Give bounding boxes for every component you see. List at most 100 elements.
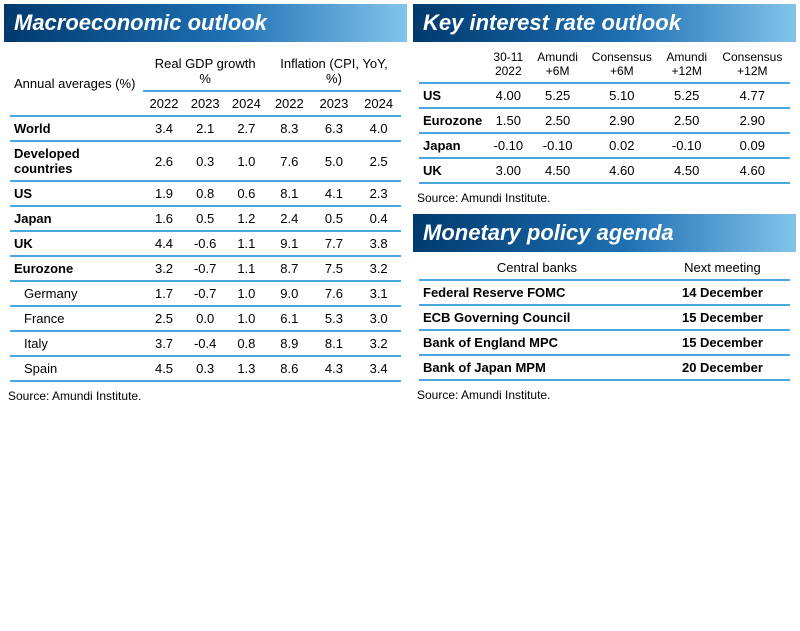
rates-col-header: Consensus +6M — [585, 46, 659, 83]
cell-value: 3.8 — [356, 231, 401, 256]
cell-value: 6.1 — [267, 306, 312, 331]
cell-value: 3.00 — [486, 158, 530, 183]
rates-title: Key interest rate outlook — [413, 4, 796, 42]
meeting-date: 15 December — [655, 330, 790, 355]
table-row: Italy3.7-0.40.88.98.13.2 — [10, 331, 401, 356]
row-label: US — [419, 83, 486, 108]
row-label: UK — [10, 231, 143, 256]
right-column: Key interest rate outlook 30-11 2022Amun… — [413, 4, 796, 627]
row-label: Spain — [10, 356, 143, 381]
cell-value: 4.50 — [530, 158, 585, 183]
cell-value: 1.1 — [226, 231, 267, 256]
macro-table-wrapper: Annual averages (%) Real GDP growth % In… — [4, 48, 407, 386]
cell-value: 8.9 — [267, 331, 312, 356]
cell-value: 4.00 — [486, 83, 530, 108]
cell-value: 8.3 — [267, 116, 312, 141]
rates-source: Source: Amundi Institute. — [413, 188, 796, 208]
rates-table-wrapper: 30-11 2022Amundi +6MConsensus +6MAmundi … — [413, 42, 796, 188]
rates-header-row: 30-11 2022Amundi +6MConsensus +6MAmundi … — [419, 46, 790, 83]
table-row: Bank of Japan MPM20 December — [419, 355, 790, 380]
table-row: Eurozone1.502.502.902.502.90 — [419, 108, 790, 133]
cell-value: 1.0 — [226, 141, 267, 181]
macro-year-header: 2022 — [143, 91, 184, 116]
macro-source: Source: Amundi Institute. — [4, 386, 407, 406]
rates-blank-header — [419, 46, 486, 83]
cell-value: 2.5 — [143, 306, 184, 331]
cell-value: 0.3 — [185, 141, 226, 181]
agenda-col-header: Central banks — [419, 256, 655, 280]
macro-table: Annual averages (%) Real GDP growth % In… — [10, 52, 401, 382]
rates-panel: Key interest rate outlook 30-11 2022Amun… — [413, 4, 796, 208]
agenda-panel: Monetary policy agenda Central banksNext… — [413, 214, 796, 405]
row-label: Bank of Japan MPM — [419, 355, 655, 380]
table-row: Federal Reserve FOMC14 December — [419, 280, 790, 305]
cell-value: -0.10 — [659, 133, 715, 158]
cell-value: 7.5 — [312, 256, 357, 281]
agenda-table: Central banksNext meeting Federal Reserv… — [419, 256, 790, 381]
macro-row-header: Annual averages (%) — [10, 52, 143, 116]
cell-value: 7.6 — [312, 281, 357, 306]
macro-year-header: 2024 — [226, 91, 267, 116]
rates-col-header: Amundi +6M — [530, 46, 585, 83]
row-label: Italy — [10, 331, 143, 356]
row-label: Developed countries — [10, 141, 143, 181]
cell-value: 4.77 — [715, 83, 790, 108]
agenda-source: Source: Amundi Institute. — [413, 385, 796, 405]
cell-value: 0.5 — [185, 206, 226, 231]
cell-value: 1.2 — [226, 206, 267, 231]
cell-value: 8.7 — [267, 256, 312, 281]
cell-value: 3.2 — [143, 256, 184, 281]
cell-value: 1.0 — [226, 281, 267, 306]
table-row: US1.90.80.68.14.12.3 — [10, 181, 401, 206]
cell-value: 2.6 — [143, 141, 184, 181]
macro-group-gdp: Real GDP growth % — [143, 52, 267, 91]
cell-value: 2.7 — [226, 116, 267, 141]
meeting-date: 14 December — [655, 280, 790, 305]
cell-value: 4.0 — [356, 116, 401, 141]
cell-value: 3.7 — [143, 331, 184, 356]
row-label: US — [10, 181, 143, 206]
cell-value: 0.09 — [715, 133, 790, 158]
cell-value: 4.60 — [585, 158, 659, 183]
table-row: ECB Governing Council15 December — [419, 305, 790, 330]
cell-value: 2.50 — [530, 108, 585, 133]
agenda-title: Monetary policy agenda — [413, 214, 796, 252]
row-label: France — [10, 306, 143, 331]
macro-year-header: 2022 — [267, 91, 312, 116]
rates-tbody: US4.005.255.105.254.77Eurozone1.502.502.… — [419, 83, 790, 183]
cell-value: 0.3 — [185, 356, 226, 381]
macro-title: Macroeconomic outlook — [4, 4, 407, 42]
cell-value: 4.3 — [312, 356, 357, 381]
cell-value: 0.6 — [226, 181, 267, 206]
cell-value: -0.10 — [486, 133, 530, 158]
cell-value: 2.4 — [267, 206, 312, 231]
table-row: World3.42.12.78.36.34.0 — [10, 116, 401, 141]
table-row: Japan1.60.51.22.40.50.4 — [10, 206, 401, 231]
cell-value: 4.4 — [143, 231, 184, 256]
cell-value: 2.5 — [356, 141, 401, 181]
table-row: Japan-0.10-0.100.02-0.100.09 — [419, 133, 790, 158]
row-label: Eurozone — [10, 256, 143, 281]
cell-value: 1.7 — [143, 281, 184, 306]
cell-value: -0.10 — [530, 133, 585, 158]
cell-value: 8.1 — [267, 181, 312, 206]
cell-value: 2.1 — [185, 116, 226, 141]
agenda-table-wrapper: Central banksNext meeting Federal Reserv… — [413, 252, 796, 385]
cell-value: 5.25 — [659, 83, 715, 108]
agenda-tbody: Federal Reserve FOMC14 DecemberECB Gover… — [419, 280, 790, 380]
cell-value: -0.7 — [185, 256, 226, 281]
cell-value: 6.3 — [312, 116, 357, 141]
row-label: Federal Reserve FOMC — [419, 280, 655, 305]
macro-tbody: World3.42.12.78.36.34.0Developed countri… — [10, 116, 401, 381]
cell-value: 2.90 — [585, 108, 659, 133]
macro-year-header: 2023 — [185, 91, 226, 116]
cell-value: 0.4 — [356, 206, 401, 231]
cell-value: 3.1 — [356, 281, 401, 306]
table-row: UK4.4-0.61.19.17.73.8 — [10, 231, 401, 256]
cell-value: -0.6 — [185, 231, 226, 256]
meeting-date: 20 December — [655, 355, 790, 380]
cell-value: 0.8 — [185, 181, 226, 206]
cell-value: 2.3 — [356, 181, 401, 206]
agenda-header-row: Central banksNext meeting — [419, 256, 790, 280]
cell-value: 1.6 — [143, 206, 184, 231]
